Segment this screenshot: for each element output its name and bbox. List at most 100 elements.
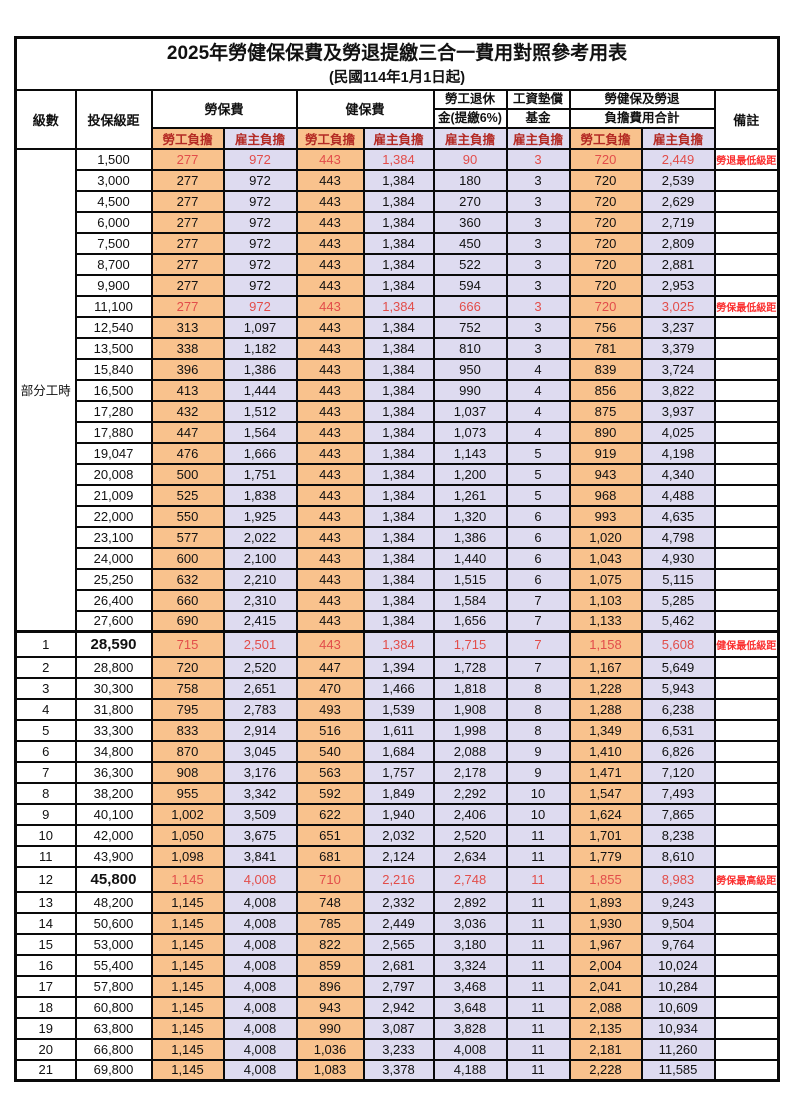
fee-cell: 3,087	[362, 1016, 435, 1040]
header-row-2: 金(提繳6%) 基金 負擔費用合計	[16, 107, 779, 129]
remark-cell	[713, 697, 780, 721]
fee-cell: 3	[505, 315, 571, 339]
bracket-cell: 30,300	[74, 676, 153, 700]
table-row: 20 66,800 1,145 4,008 1,036 3,233 4,008 11 2,181…	[14, 1037, 780, 1061]
fee-cell: 10	[505, 802, 571, 826]
fee-cell: 7	[505, 655, 571, 679]
fee-cell: 2,942	[362, 995, 435, 1019]
table-row: 18 60,800 1,145 4,008 943 2,942 3,648 11 2,088 10…	[14, 995, 780, 1019]
fee-cell: 2,088	[568, 995, 643, 1019]
fee-cell: 1,145	[150, 1016, 225, 1040]
remark-cell	[713, 336, 780, 360]
remark-cell	[713, 974, 780, 998]
fee-cell: 1,384	[362, 357, 435, 381]
remark-cell	[713, 844, 780, 868]
bracket-cell: 66,800	[74, 1037, 153, 1061]
fee-cell: 443	[295, 378, 365, 402]
fee-cell: 8,610	[640, 844, 716, 868]
level-cell: 10	[14, 823, 77, 847]
fee-cell: 3,379	[640, 336, 716, 360]
level-cell: 14	[14, 911, 77, 935]
fee-cell: 4,635	[640, 504, 716, 528]
bracket-cell: 40,100	[74, 802, 153, 826]
fee-cell: 3,509	[222, 802, 298, 826]
table-row: 2 28,800 720 2,520 447 1,394 1,728 7 1,167 5,649	[14, 655, 780, 679]
remark-cell	[713, 441, 780, 465]
fee-cell: 2,178	[432, 760, 508, 784]
title-row: 2025年勞健保保費及勞退提繳三合一費用對照參考用表 (民國114年1月1日起)	[14, 36, 780, 91]
fee-cell: 2,520	[432, 823, 508, 847]
table-row: 6,000 277 972 443 1,384 360 3 720 2,719	[16, 210, 780, 234]
table-header: 2025年勞健保保費及勞退提繳三合一費用對照參考用表 (民國114年1月1日起)…	[14, 36, 780, 150]
table-row: 16,500 413 1,444 443 1,384 990 4 856 3,822	[16, 378, 780, 402]
fee-table: 2025年勞健保保費及勞退提繳三合一費用對照參考用表 (民國114年1月1日起)…	[14, 36, 781, 1082]
bracket-cell: 34,800	[74, 739, 153, 763]
fee-cell: 859	[295, 953, 365, 977]
fee-cell: 2,228	[568, 1058, 643, 1082]
fee-cell: 3,468	[432, 974, 508, 998]
fee-cell: 1,684	[362, 739, 435, 763]
remark-cell	[713, 399, 780, 423]
bracket-cell: 63,800	[74, 1016, 153, 1040]
fee-cell: 4,008	[222, 911, 298, 935]
fee-cell: 3,036	[432, 911, 508, 935]
fee-cell: 908	[150, 760, 225, 784]
fee-cell: 3,828	[432, 1016, 508, 1040]
fee-cell: 277	[150, 273, 225, 297]
bracket-cell: 33,300	[74, 718, 153, 742]
fee-cell: 720	[568, 147, 643, 171]
fee-cell: 443	[295, 210, 365, 234]
fee-cell: 3,180	[432, 932, 508, 956]
fee-cell: 990	[295, 1016, 365, 1040]
fee-cell: 2,449	[362, 911, 435, 935]
fee-cell: 1,410	[568, 739, 643, 763]
table-row: 13 48,200 1,145 4,008 748 2,332 2,892 11 1,893 9,…	[14, 890, 780, 914]
fee-cell: 1,349	[568, 718, 643, 742]
level-cell: 3	[14, 676, 77, 700]
remark-cell	[713, 378, 780, 402]
fee-cell: 993	[568, 504, 643, 528]
fee-cell: 990	[432, 378, 508, 402]
fee-cell: 3	[505, 252, 571, 276]
fee-cell: 1,384	[362, 588, 435, 612]
remark-cell	[713, 655, 780, 679]
fee-cell: 1,779	[568, 844, 643, 868]
fee-cell: 1,384	[362, 294, 435, 318]
subheader-health-employer: 雇主負擔	[362, 126, 435, 150]
fee-cell: 443	[295, 399, 365, 423]
table-row: 17 57,800 1,145 4,008 896 2,797 3,468 11 2,041 10…	[14, 974, 780, 998]
fee-cell: 540	[295, 739, 365, 763]
fee-cell: 1,098	[150, 844, 225, 868]
fee-cell: 447	[150, 420, 225, 444]
fee-cell: 2,216	[362, 865, 435, 893]
fee-cell: 2,748	[432, 865, 508, 893]
fee-cell: 5,649	[640, 655, 716, 679]
fee-cell: 720	[568, 210, 643, 234]
fee-cell: 4,008	[222, 1037, 298, 1061]
fee-cell: 4,008	[222, 865, 298, 893]
fee-cell: 781	[568, 336, 643, 360]
fee-cell: 875	[568, 399, 643, 423]
fee-cell: 4,008	[222, 995, 298, 1019]
fee-cell: 1,103	[568, 588, 643, 612]
fee-cell: 7,865	[640, 802, 716, 826]
fee-cell: 7,493	[640, 781, 716, 805]
fee-cell: 10,609	[640, 995, 716, 1019]
level-cell: 6	[14, 739, 77, 763]
fee-cell: 2,681	[362, 953, 435, 977]
fee-cell: 972	[222, 168, 298, 192]
fee-cell: 1,145	[150, 1058, 225, 1082]
table-row: 8,700 277 972 443 1,384 522 3 720 2,881	[16, 252, 780, 276]
bracket-cell: 28,800	[74, 655, 153, 679]
remark-cell	[713, 462, 780, 486]
table-row: 9 40,100 1,002 3,509 622 1,940 2,406 10 1,624 7,8…	[14, 802, 780, 826]
fee-cell: 1,384	[362, 378, 435, 402]
fee-cell: 9	[505, 760, 571, 784]
table-row: 17,280 432 1,512 443 1,384 1,037 4 875 3,937	[16, 399, 780, 423]
bracket-cell: 27,600	[74, 609, 153, 633]
fee-cell: 1,757	[362, 760, 435, 784]
fee-cell: 9,764	[640, 932, 716, 956]
fee-cell: 5	[505, 441, 571, 465]
fee-cell: 972	[222, 294, 298, 318]
remark-cell	[713, 483, 780, 507]
